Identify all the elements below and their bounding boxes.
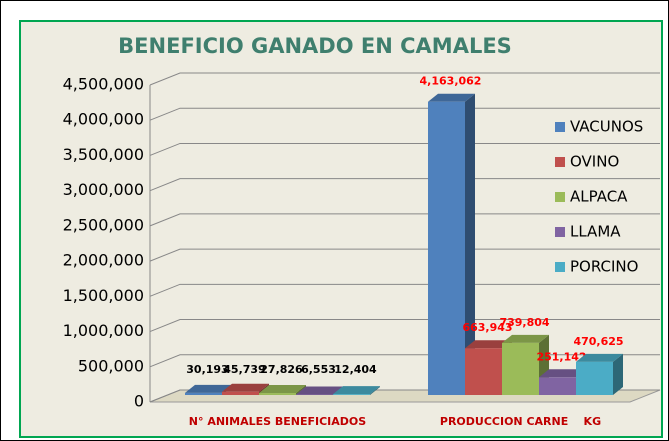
data-label: 45,739 (223, 363, 265, 376)
grid-line (149, 178, 660, 192)
data-label: 663,943 (462, 321, 512, 334)
y-tick-label: 3,500,000 (63, 145, 144, 164)
legend-swatch (555, 227, 565, 237)
bar-top (185, 384, 232, 393)
bar-side (370, 386, 380, 395)
bar (539, 377, 576, 395)
legend-label: VACUNOS (570, 118, 643, 136)
bar-side (465, 93, 475, 395)
bar-top (502, 334, 549, 343)
y-tick-label: 500,000 (78, 356, 144, 375)
data-label: 251,142 (536, 350, 586, 363)
grid-line (149, 248, 660, 262)
data-label: 27,826 (260, 363, 303, 376)
bar (465, 348, 502, 395)
grid-line (149, 213, 660, 227)
y-tick-label: 2,000,000 (63, 251, 144, 270)
y-tick-label: 4,500,000 (63, 75, 144, 94)
bar-side (296, 385, 306, 395)
grid-line (149, 283, 660, 297)
bar-top (539, 369, 586, 378)
grid-line (149, 142, 660, 156)
y-tick-label: 3,000,000 (63, 180, 144, 199)
data-label: 470,625 (573, 335, 623, 348)
bar-top (576, 353, 623, 362)
data-label: 30,193 (186, 363, 228, 376)
grid-line (149, 319, 660, 333)
legend-swatch (555, 157, 565, 167)
data-label: 6,553 (301, 363, 336, 376)
legend-swatch (555, 122, 565, 132)
y-tick-label: 0 (134, 392, 144, 411)
bar-top (465, 340, 512, 349)
bar-side (613, 353, 623, 395)
legend-label: LLAMA (570, 223, 621, 241)
bar (185, 392, 222, 395)
grid-line (149, 72, 660, 86)
y-tick-label: 1,500,000 (63, 286, 144, 305)
data-label: 12,404 (334, 363, 377, 376)
bar-top (296, 386, 343, 395)
grid-line (149, 107, 660, 121)
bar (428, 101, 465, 395)
bar-top (259, 385, 306, 394)
data-label: 4,163,062 (420, 75, 482, 88)
bar (576, 361, 613, 395)
y-tick-label: 2,500,000 (63, 215, 144, 234)
bar-top (222, 383, 269, 392)
bar (259, 393, 296, 395)
legend-swatch (555, 262, 565, 272)
y-tick-label: 1,000,000 (63, 321, 144, 340)
bar (222, 391, 259, 395)
x-tick-label: N° ANIMALES BENEFICIADOS (189, 415, 366, 428)
legend-label: OVINO (570, 153, 619, 171)
bar-top (428, 93, 475, 102)
bar (333, 394, 370, 395)
legend-label: ALPACA (570, 188, 628, 206)
x-tick-label: PRODUCCION CARNE KG (440, 415, 601, 428)
bar (502, 342, 539, 395)
chart-title: BENEFICIO GANADO EN CAMALES (118, 34, 512, 58)
y-tick-label: 4,000,000 (63, 110, 144, 129)
legend-swatch (555, 192, 565, 202)
legend-label: PORCINO (570, 258, 638, 276)
data-label: 739,804 (499, 316, 549, 329)
bar-top (333, 386, 380, 395)
